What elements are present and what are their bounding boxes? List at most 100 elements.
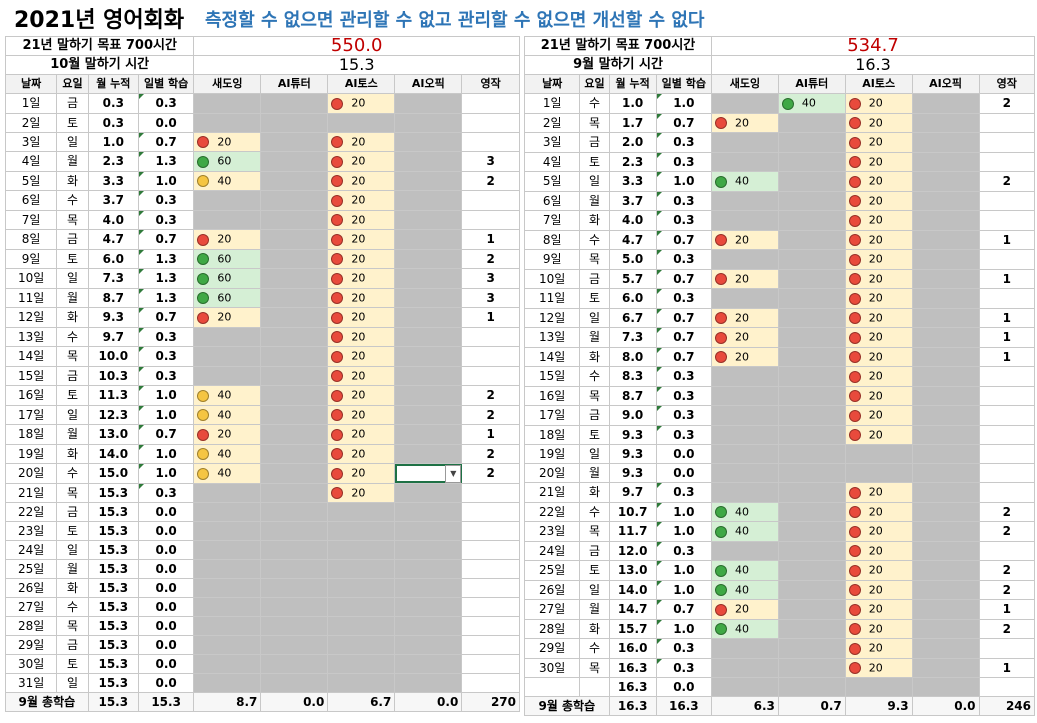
ai-tutor-cell[interactable] bbox=[777, 229, 846, 250]
daily-study-cell[interactable]: 1.0 bbox=[137, 170, 195, 191]
writing-count-cell[interactable]: 1 bbox=[461, 229, 520, 250]
ai-tutor-cell[interactable] bbox=[777, 521, 846, 542]
ai-tos-cell[interactable]: 20 bbox=[844, 210, 913, 231]
writing-count-cell[interactable]: 1 bbox=[978, 229, 1036, 250]
ai-opic-cell[interactable] bbox=[394, 287, 463, 308]
total-value[interactable]: 0.7 bbox=[777, 696, 846, 716]
ai-tos-cell[interactable]: 20 bbox=[844, 93, 913, 114]
ai-opic-cell[interactable] bbox=[394, 482, 463, 503]
column-header[interactable]: AI토스 bbox=[327, 74, 396, 94]
ai-opic-cell[interactable] bbox=[394, 268, 463, 289]
monthly-total-cell[interactable]: 8.3 bbox=[608, 366, 657, 387]
ai-opic-cell[interactable] bbox=[911, 112, 980, 133]
shadowing-cell[interactable] bbox=[193, 346, 262, 367]
ai-opic-cell[interactable] bbox=[911, 151, 980, 172]
ai-tos-cell[interactable] bbox=[327, 559, 396, 579]
monthly-total-cell[interactable]: 14.0 bbox=[608, 579, 657, 600]
shadowing-cell[interactable] bbox=[193, 635, 262, 655]
weekday-cell[interactable]: 일 bbox=[56, 131, 89, 152]
ai-tos-cell[interactable]: 20 bbox=[327, 307, 396, 328]
ai-tos-cell[interactable] bbox=[327, 521, 396, 541]
monthly-total-cell[interactable]: 11.3 bbox=[87, 385, 139, 406]
weekday-cell[interactable]: 토 bbox=[56, 521, 89, 541]
total-value[interactable]: 0.0 bbox=[911, 696, 980, 716]
monthly-total-cell[interactable]: 6.7 bbox=[608, 307, 657, 328]
writing-count-cell[interactable]: 1 bbox=[978, 307, 1036, 328]
ai-tutor-cell[interactable] bbox=[260, 597, 329, 617]
monthly-total-cell[interactable]: 4.7 bbox=[87, 229, 139, 250]
month-hours-value[interactable]: 15.3 bbox=[193, 55, 520, 75]
ai-tutor-cell[interactable] bbox=[777, 327, 846, 348]
monthly-total-cell[interactable]: 15.3 bbox=[87, 482, 139, 503]
weekday-cell[interactable]: 화 bbox=[56, 170, 89, 191]
monthly-total-cell[interactable]: 7.3 bbox=[87, 268, 139, 289]
ai-tos-cell[interactable] bbox=[327, 597, 396, 617]
daily-study-cell[interactable]: 0.0 bbox=[137, 540, 195, 560]
shadowing-cell[interactable] bbox=[193, 673, 262, 693]
shadowing-cell[interactable]: 60 bbox=[193, 287, 262, 308]
shadowing-cell[interactable]: 40 bbox=[711, 618, 779, 639]
ai-tos-cell[interactable]: 20 bbox=[844, 618, 913, 639]
shadowing-cell[interactable]: 20 bbox=[711, 327, 779, 348]
shadowing-cell[interactable]: 20 bbox=[193, 131, 262, 152]
date-cell[interactable]: 9일 bbox=[523, 249, 581, 270]
ai-opic-cell[interactable] bbox=[911, 93, 980, 114]
writing-count-cell[interactable] bbox=[978, 249, 1036, 270]
daily-study-cell[interactable]: 0.3 bbox=[655, 151, 713, 172]
daily-study-cell[interactable]: 0.3 bbox=[137, 209, 195, 230]
writing-count-cell[interactable] bbox=[461, 635, 520, 655]
ai-tos-cell[interactable]: 20 bbox=[844, 560, 913, 581]
ai-tutor-cell[interactable] bbox=[777, 405, 846, 426]
ai-tutor-cell[interactable] bbox=[777, 366, 846, 387]
total-value[interactable]: 0.0 bbox=[394, 692, 463, 712]
monthly-total-cell[interactable]: 15.3 bbox=[87, 578, 139, 598]
writing-count-cell[interactable] bbox=[461, 93, 520, 114]
shadowing-cell[interactable]: 20 bbox=[711, 229, 779, 250]
daily-study-cell[interactable]: 0.3 bbox=[137, 365, 195, 386]
daily-study-cell[interactable]: 0.0 bbox=[655, 677, 713, 697]
monthly-total-cell[interactable]: 10.3 bbox=[87, 365, 139, 386]
ai-tos-cell[interactable]: 20 bbox=[327, 93, 396, 114]
weekday-cell[interactable]: 금 bbox=[56, 502, 89, 522]
ai-opic-cell[interactable] bbox=[911, 638, 980, 659]
date-cell[interactable]: 12일 bbox=[4, 307, 58, 328]
ai-tos-cell[interactable]: 20 bbox=[327, 190, 396, 211]
monthly-total-cell[interactable]: 2.3 bbox=[608, 151, 657, 172]
ai-tutor-cell[interactable] bbox=[777, 151, 846, 172]
writing-count-cell[interactable] bbox=[978, 444, 1036, 464]
ai-tos-cell[interactable]: 20 bbox=[844, 540, 913, 561]
weekday-cell[interactable]: 화 bbox=[579, 482, 610, 503]
column-header[interactable]: 날짜 bbox=[523, 74, 581, 94]
ai-opic-cell[interactable] bbox=[911, 501, 980, 522]
ai-tos-cell[interactable]: 20 bbox=[844, 112, 913, 133]
shadowing-cell[interactable] bbox=[193, 326, 262, 347]
shadowing-cell[interactable]: 20 bbox=[711, 346, 779, 367]
monthly-total-cell[interactable]: 11.7 bbox=[608, 521, 657, 542]
column-header[interactable]: 일별 학습 bbox=[137, 74, 195, 94]
ai-opic-cell[interactable] bbox=[394, 597, 463, 617]
weekday-cell[interactable]: 수 bbox=[56, 326, 89, 347]
date-cell[interactable]: 11일 bbox=[4, 287, 58, 308]
date-cell[interactable]: 4일 bbox=[4, 151, 58, 172]
weekday-cell[interactable]: 금 bbox=[56, 365, 89, 386]
ai-opic-cell[interactable] bbox=[394, 326, 463, 347]
ai-tutor-cell[interactable] bbox=[777, 190, 846, 211]
daily-study-cell[interactable]: 0.7 bbox=[655, 229, 713, 250]
weekday-cell[interactable]: 화 bbox=[579, 210, 610, 231]
weekday-cell[interactable]: 일 bbox=[579, 307, 610, 328]
daily-study-cell[interactable]: 0.7 bbox=[655, 327, 713, 348]
date-cell[interactable]: 2일 bbox=[523, 112, 581, 133]
date-cell[interactable]: 19일 bbox=[523, 444, 581, 464]
total-value[interactable]: 16.3 bbox=[608, 696, 657, 716]
weekday-cell[interactable]: 일 bbox=[579, 171, 610, 192]
ai-opic-cell[interactable]: ▼ bbox=[394, 463, 463, 484]
writing-count-cell[interactable] bbox=[461, 521, 520, 541]
writing-count-cell[interactable]: 2 bbox=[461, 443, 520, 464]
writing-count-cell[interactable]: 2 bbox=[461, 170, 520, 191]
ai-opic-cell[interactable] bbox=[911, 463, 980, 483]
ai-tos-cell[interactable]: 20 bbox=[844, 638, 913, 659]
weekday-cell[interactable]: 일 bbox=[56, 268, 89, 289]
ai-opic-cell[interactable] bbox=[394, 151, 463, 172]
daily-study-cell[interactable]: 1.0 bbox=[137, 463, 195, 484]
monthly-total-cell[interactable]: 15.3 bbox=[87, 635, 139, 655]
